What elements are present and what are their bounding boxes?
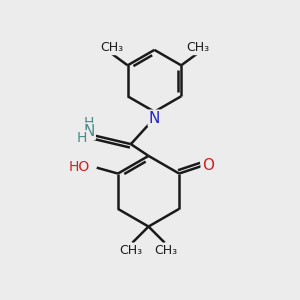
Text: CH₃: CH₃ [186, 41, 209, 54]
Text: HO: HO [69, 160, 90, 174]
Text: N: N [149, 111, 160, 126]
Text: N: N [83, 124, 95, 139]
Text: CH₃: CH₃ [154, 244, 178, 256]
Text: CH₃: CH₃ [100, 41, 123, 54]
Text: O: O [202, 158, 214, 173]
Text: CH₃: CH₃ [119, 244, 142, 256]
Text: H: H [77, 131, 88, 145]
Text: H: H [84, 116, 94, 130]
